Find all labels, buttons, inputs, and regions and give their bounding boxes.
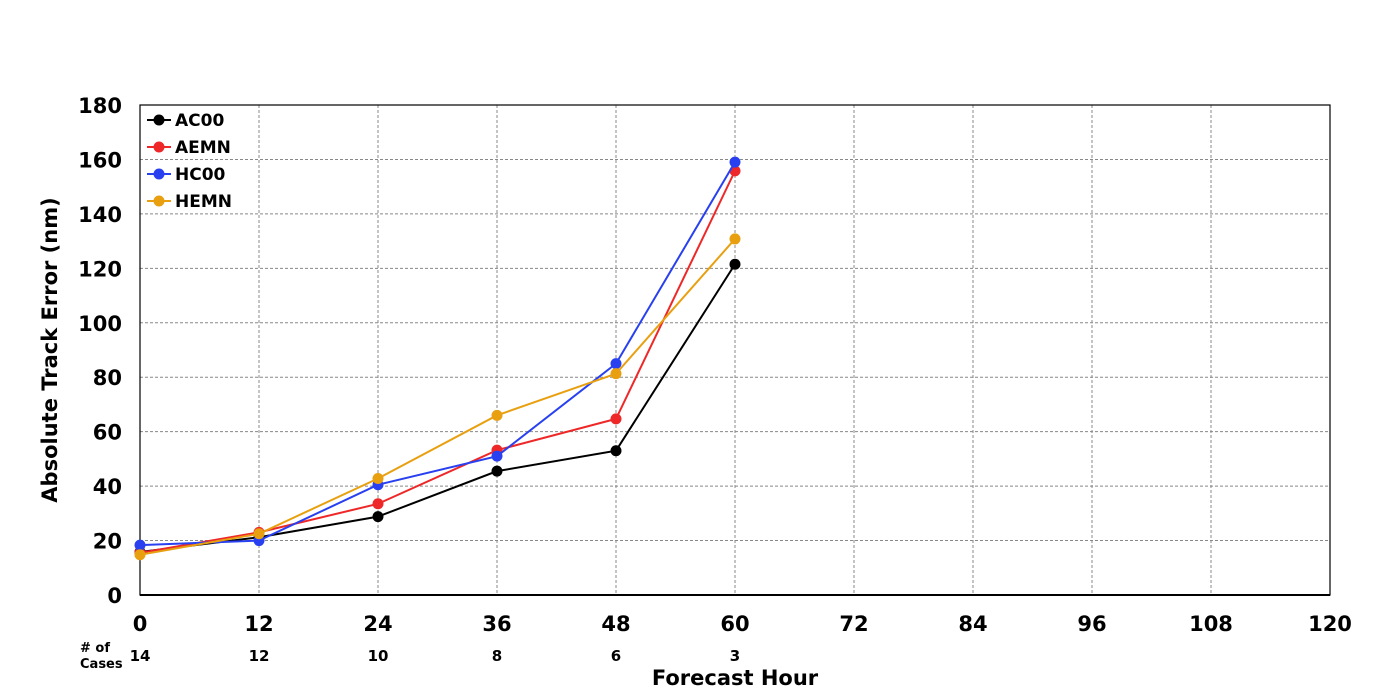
cases-row: # of Cases 14 12 10 8 6 3	[80, 641, 740, 672]
y-tick-label: 60	[93, 421, 122, 445]
legend-entry: HEMN	[147, 192, 232, 212]
x-tick-label: 60	[720, 612, 749, 636]
data-point	[491, 465, 503, 477]
data-point	[610, 368, 622, 380]
data-point	[134, 539, 146, 551]
series-ac00	[134, 258, 741, 558]
x-tick-label: 36	[482, 612, 511, 636]
y-tick-label: 20	[93, 530, 122, 554]
grid-lines	[140, 105, 1330, 596]
x-tick-label: 12	[244, 612, 273, 636]
y-tick-label: 100	[78, 312, 122, 336]
data-point	[610, 358, 622, 370]
legend-entry: AEMN	[147, 138, 231, 158]
data-point	[729, 233, 741, 245]
case-count: 6	[611, 647, 621, 665]
y-axis-title: Absolute Track Error (nm)	[38, 197, 62, 502]
y-tick-label: 80	[93, 366, 122, 390]
y-tick-label: 180	[78, 94, 122, 118]
case-count: 10	[368, 647, 389, 665]
x-tick-label: 84	[958, 612, 987, 636]
legend-marker	[153, 141, 165, 153]
series-hc00	[134, 156, 741, 551]
case-count: 8	[492, 647, 502, 665]
legend-marker	[153, 168, 165, 180]
series-aemn	[134, 165, 741, 559]
series-layer	[134, 156, 741, 561]
data-point	[372, 498, 384, 510]
legend-entry: AC00	[147, 111, 224, 131]
x-tick-labels: 0 12 24 36 48 60 72 84 96 108 120	[133, 612, 1352, 636]
y-tick-label: 160	[78, 148, 122, 172]
data-point	[729, 258, 741, 270]
x-tick-label: 48	[601, 612, 630, 636]
x-tick-label: 96	[1077, 612, 1106, 636]
data-point	[491, 409, 503, 421]
plot-frame	[139, 104, 1331, 596]
y-tick-label: 0	[107, 584, 122, 608]
legend: AC00 AEMN HC00 HEMN	[147, 111, 232, 212]
y-tick-labels: 0 20 40 60 80 100 120 140 160 180	[78, 94, 122, 608]
legend-label: AC00	[175, 111, 224, 131]
legend-label: HC00	[175, 165, 226, 185]
data-point	[610, 413, 622, 425]
x-tick-label: 0	[133, 612, 148, 636]
y-tick-label: 40	[93, 475, 122, 499]
legend-entry: HC00	[147, 165, 226, 185]
data-point	[729, 156, 741, 168]
data-point	[253, 528, 265, 540]
legend-marker	[153, 195, 165, 207]
x-tick-label: 120	[1308, 612, 1352, 636]
series-line	[139, 263, 736, 553]
y-tick-label: 120	[78, 257, 122, 281]
case-count: 14	[130, 647, 151, 665]
series-line	[139, 170, 736, 554]
legend-marker	[153, 114, 165, 126]
data-point	[610, 445, 622, 457]
data-point	[134, 549, 146, 561]
x-tick-label: 108	[1189, 612, 1233, 636]
x-tick-label: 72	[839, 612, 868, 636]
case-count: 12	[249, 647, 270, 665]
y-tick-label: 140	[78, 203, 122, 227]
series-line	[139, 238, 736, 556]
x-axis-title: Forecast Hour	[652, 666, 819, 690]
case-count: 3	[730, 647, 740, 665]
series-hemn	[134, 233, 741, 561]
legend-label: HEMN	[175, 192, 232, 212]
data-point	[372, 472, 384, 484]
data-point	[491, 450, 503, 462]
cases-label: # of Cases	[80, 641, 123, 672]
series-line	[139, 161, 736, 547]
legend-label: AEMN	[175, 138, 231, 158]
data-point	[372, 511, 384, 523]
x-tick-label: 24	[363, 612, 392, 636]
